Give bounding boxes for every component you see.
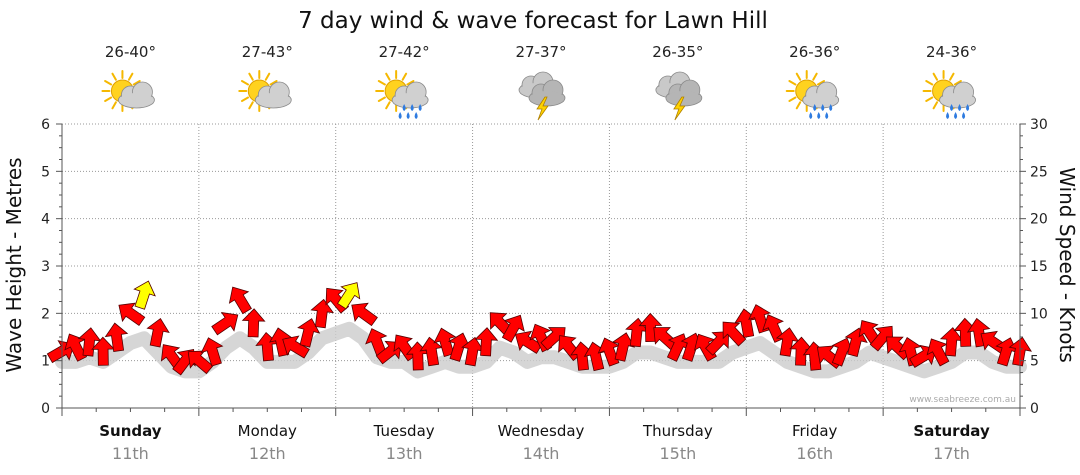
weather-row: 26-40° 27-43° 27-42° 27-37° 26-35° 26-36° 24-3…	[101, 43, 977, 121]
wind-arrow	[939, 327, 964, 357]
day-name: Wednesday	[498, 422, 585, 440]
wind-arrow-strong	[133, 280, 156, 310]
right-tick-label: 25	[1030, 164, 1048, 180]
right-tick-label: 0	[1030, 401, 1039, 417]
storm-icon	[655, 71, 703, 121]
day-name: Monday	[238, 422, 297, 440]
sun-cloud-icon	[101, 70, 155, 112]
wind-arrow	[611, 332, 636, 362]
wind-arrow	[501, 314, 525, 343]
wind-arrow	[310, 298, 335, 329]
day-name: Sunday	[99, 422, 162, 440]
wind-arrow-series	[46, 280, 1033, 376]
left-tick-label: 4	[41, 212, 50, 228]
sun-cloud-rain-icon	[922, 70, 976, 119]
wind-arrow	[953, 317, 978, 347]
right-tick-label: 5	[1030, 354, 1039, 370]
wind-arrow	[447, 332, 471, 362]
wind-arrow	[146, 317, 170, 348]
wind-arrow	[474, 327, 499, 357]
right-tick-label: 15	[1030, 259, 1048, 275]
day-date: 11th	[112, 444, 149, 463]
day-temp: 24-36°	[926, 43, 977, 61]
day-date: 15th	[659, 444, 696, 463]
day-name: Thursday	[642, 422, 713, 440]
day-date: 14th	[523, 444, 560, 463]
day-labels: Sunday 11th Monday 12th Tuesday 13th Wednesday…	[99, 422, 990, 463]
sun-cloud-icon	[238, 70, 292, 112]
right-tick-label: 20	[1030, 212, 1048, 228]
left-tick-label: 0	[41, 401, 50, 417]
wind-arrow	[118, 302, 146, 326]
left-axis-label: Wave Height - Metres	[2, 157, 26, 372]
left-tick-label: 2	[41, 306, 50, 322]
storm-icon	[518, 71, 566, 121]
day-temp: 27-43°	[242, 43, 293, 61]
wind-arrow	[540, 327, 566, 351]
wind-arrow	[597, 337, 621, 367]
wind-arrow	[211, 312, 239, 336]
day-temp: 27-42°	[379, 43, 430, 61]
day-temp: 27-37°	[515, 43, 566, 61]
wind-arrow	[775, 327, 800, 357]
day-date: 12th	[249, 444, 286, 463]
left-tick-label: 1	[41, 354, 50, 370]
wind-arrow	[461, 336, 485, 367]
wind-arrow	[200, 337, 224, 367]
wave-height-line	[55, 321, 1027, 379]
left-tick-label: 5	[41, 164, 50, 180]
sun-cloud-rain-icon	[375, 70, 429, 119]
wind-arrow	[187, 350, 214, 375]
plot-axes: 0 1 2 3 4 5 6 0 5 10 15 20 25 30	[41, 117, 1048, 417]
day-name: Friday	[792, 422, 838, 440]
left-tick-label: 3	[41, 259, 50, 275]
wind-arrow	[694, 333, 717, 362]
day-date: 17th	[933, 444, 970, 463]
wind-arrow	[926, 338, 950, 367]
day-name: Saturday	[913, 422, 990, 440]
day-temp: 26-36°	[789, 43, 840, 61]
day-date: 13th	[386, 444, 423, 463]
wind-arrow	[351, 302, 378, 327]
wind-arrow	[282, 335, 310, 359]
day-date: 16th	[796, 444, 833, 463]
chart-title: 7 day wind & wave forecast for Lawn Hill	[298, 8, 768, 34]
day-temp: 26-40°	[105, 43, 156, 61]
wave-height-series	[55, 321, 1027, 379]
right-tick-label: 30	[1030, 117, 1048, 133]
day-name: Tuesday	[373, 422, 435, 440]
wind-arrow	[228, 286, 252, 315]
wind-arrow	[77, 327, 102, 357]
wind-arrow	[104, 322, 129, 353]
sun-cloud-rain-icon	[785, 70, 840, 119]
right-axis-label: Wind Speed - Knots	[1055, 167, 1079, 363]
day-temp: 26-35°	[652, 43, 703, 61]
wind-arrow	[91, 336, 115, 366]
wind-arrow	[241, 308, 266, 338]
wind-arrow	[570, 341, 594, 371]
wind-arrow	[869, 325, 894, 352]
wind-arrow-strong	[337, 282, 361, 310]
watermark: www.seabreeze.com.au	[909, 395, 1016, 405]
wind-arrow	[789, 336, 813, 366]
right-tick-label: 10	[1030, 306, 1048, 322]
left-tick-label: 6	[41, 117, 50, 133]
